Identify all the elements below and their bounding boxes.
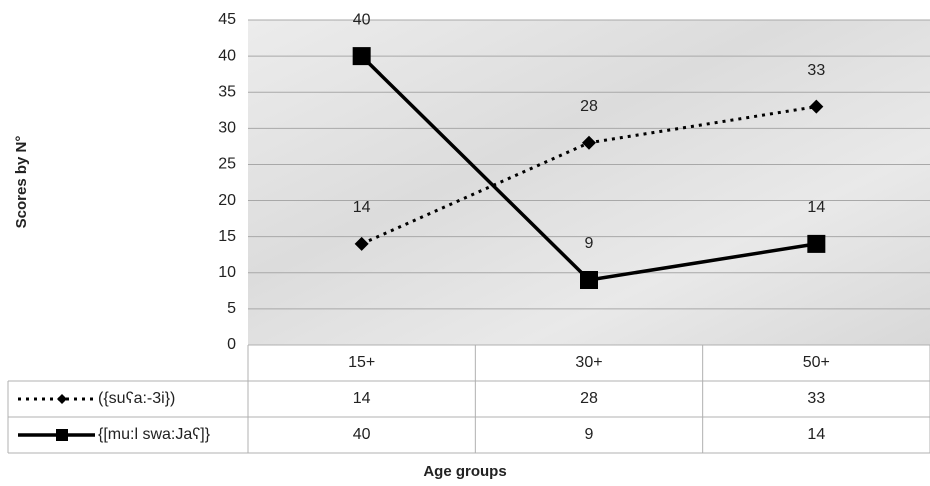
- y-tick-label: 30: [218, 120, 236, 137]
- table-value: 9: [585, 426, 594, 443]
- data-point: [354, 236, 369, 251]
- legend-label: {[mu:l swa:Jaʕ]}: [98, 426, 211, 443]
- legend-marker: [57, 394, 67, 404]
- table-value: 33: [807, 390, 825, 407]
- data-point: [580, 271, 598, 289]
- legend-label: ({suʕa:-3i}): [98, 390, 175, 407]
- y-tick-label: 0: [227, 336, 236, 353]
- plot-area: [248, 20, 930, 345]
- data-label: 28: [580, 98, 598, 115]
- y-tick-label: 5: [227, 300, 236, 317]
- table-value: 28: [580, 390, 598, 407]
- data-point: [352, 47, 371, 66]
- y-tick-label: 25: [218, 156, 236, 173]
- y-tick-label: 45: [218, 11, 236, 28]
- x-tick-label: 30+: [575, 354, 602, 371]
- y-tick-label: 15: [218, 228, 236, 245]
- legend-marker: [56, 429, 68, 441]
- table-value: 14: [353, 390, 371, 407]
- data-label: 14: [807, 199, 825, 216]
- data-point: [807, 234, 826, 253]
- table-value: 40: [353, 426, 371, 443]
- y-tick-label: 35: [218, 83, 236, 100]
- y-tick-label: 20: [218, 192, 236, 209]
- x-tick-label: 50+: [803, 354, 830, 371]
- data-label: 14: [353, 199, 371, 216]
- x-tick-label: 15+: [348, 354, 375, 371]
- data-point: [809, 99, 824, 114]
- data-label: 33: [807, 62, 825, 79]
- data-point: [582, 135, 596, 150]
- table-value: 14: [807, 426, 825, 443]
- x-axis-label: Age groups: [423, 463, 506, 480]
- data-label: 9: [585, 235, 594, 252]
- y-tick-label: 10: [218, 264, 236, 281]
- y-axis-label: Scores by N°: [13, 136, 30, 229]
- y-tick-label: 40: [218, 47, 236, 64]
- data-label: 40: [353, 11, 371, 28]
